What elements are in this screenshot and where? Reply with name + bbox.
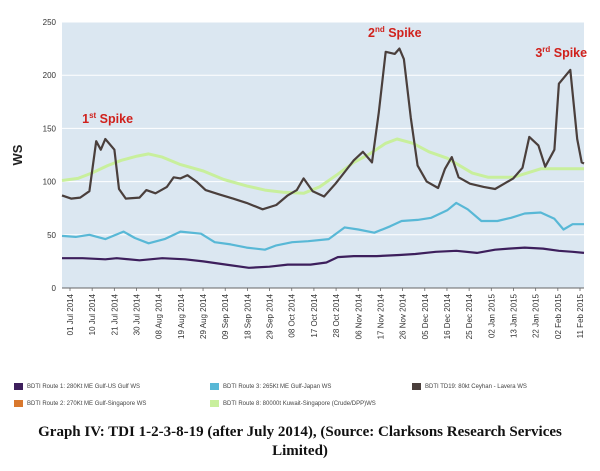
y-tick-label: 150 xyxy=(43,124,57,133)
x-tick-label: 08 Aug 2014 xyxy=(155,293,164,338)
x-tick-label: 11 Feb 2015 xyxy=(576,293,585,338)
x-tick-label: 22 Jan 2015 xyxy=(532,293,541,338)
legend-swatch-td19 xyxy=(412,383,421,390)
gridlines xyxy=(62,21,584,236)
legend-label-route-3: BDTI Route 3: 265Kt ME Gulf-Japan WS xyxy=(223,383,332,390)
x-tick-label: 08 Oct 2014 xyxy=(288,293,297,337)
x-tick-label: 30 Jul 2014 xyxy=(133,293,142,335)
x-tick-label: 25 Dec 2014 xyxy=(465,293,474,339)
legend-item-route-8: BDTI Route 8: 80000t Kuwait-Singapore (C… xyxy=(210,400,376,407)
y-tick-label: 0 xyxy=(52,284,57,293)
series-line-1 xyxy=(62,246,585,269)
x-tick-label: 17 Oct 2014 xyxy=(310,293,319,337)
series-line-4 xyxy=(61,137,584,195)
x-tick-label: 29 Aug 2014 xyxy=(199,293,208,338)
caption-line-2: Limited) xyxy=(272,443,328,459)
legend-swatch-route-3 xyxy=(210,383,219,390)
y-tick-label: 250 xyxy=(43,18,57,27)
series-line-3 xyxy=(61,201,584,251)
legend-label-route-8: BDTI Route 8: 80000t Kuwait-Singapore (C… xyxy=(223,400,376,407)
axes: 0 50 100 150 200 250 01 Jul 2014 10 Jul 2014 21 … xyxy=(43,18,585,339)
series-line-5 xyxy=(61,47,585,211)
legend-item-route-3: BDTI Route 3: 265Kt ME Gulf-Japan WS xyxy=(210,383,331,390)
x-tick-label: 13 Jan 2015 xyxy=(509,293,518,338)
line-chart: 0 50 100 150 200 250 01 Jul 2014 10 Jul 2014 21 … xyxy=(10,18,587,339)
y-tick-label: 50 xyxy=(47,231,56,240)
legend-label-td19: BDTI TD19: 80kt Ceyhan - Lavera WS xyxy=(425,383,527,390)
legend-swatch-route-2 xyxy=(14,400,23,407)
x-tick-label: 01 Jul 2014 xyxy=(66,293,75,335)
caption-line-1: Graph IV: TDI 1-2-3-8-19 (after July 201… xyxy=(38,424,562,440)
legend-label-route-1: BDTI Route 1: 280Kt ME Gulf-US Gulf WS xyxy=(27,383,141,390)
legend-swatch-route-8 xyxy=(210,400,219,407)
x-tick-label: 16 Dec 2014 xyxy=(443,293,452,339)
x-tick-label: 17 Nov 2014 xyxy=(376,293,385,339)
x-tick-label: 29 Sep 2014 xyxy=(266,293,275,339)
figure-caption: Graph IV: TDI 1-2-3-8-19 (after July 201… xyxy=(0,423,600,461)
legend-label-route-2: BDTI Route 2: 270Kt ME Gulf-Singapore WS xyxy=(27,400,147,407)
legend-item-route-2: BDTI Route 2: 270Kt ME Gulf-Singapore WS xyxy=(14,400,146,407)
x-tick-label: 28 Oct 2014 xyxy=(332,293,341,337)
y-axis-label: WS xyxy=(10,144,25,165)
x-tick-label: 18 Sep 2014 xyxy=(243,293,252,339)
spike-annotation-3: 3rd Spike xyxy=(535,45,587,60)
legend: BDTI Route 1: 280Kt ME Gulf-US Gulf WS B… xyxy=(14,378,594,412)
y-tick-label: 200 xyxy=(43,71,57,80)
spike-annotation-2: 2nd Spike xyxy=(368,25,422,40)
legend-item-route-1: BDTI Route 1: 280Kt ME Gulf-US Gulf WS xyxy=(14,383,140,390)
series-layer xyxy=(61,47,585,269)
annotations: 1st Spike 2nd Spike 3rd Spike xyxy=(82,25,587,126)
x-tick-label: 02 Feb 2015 xyxy=(554,293,563,338)
legend-swatch-route-1 xyxy=(14,383,23,390)
x-tick-label: 21 Jul 2014 xyxy=(110,293,119,335)
x-tick-label: 05 Dec 2014 xyxy=(421,293,430,339)
x-tick-label: 09 Sep 2014 xyxy=(221,293,230,339)
x-tick-label: 06 Nov 2014 xyxy=(354,293,363,339)
spike-annotation-1: 1st Spike xyxy=(82,111,133,126)
x-tick-label: 26 Nov 2014 xyxy=(399,293,408,339)
legend-item-td19: BDTI TD19: 80kt Ceyhan - Lavera WS xyxy=(412,383,527,390)
x-tick-label: 10 Jul 2014 xyxy=(88,293,97,335)
y-tick-label: 100 xyxy=(43,178,57,187)
x-tick-label: 02 Jan 2015 xyxy=(487,293,496,338)
x-tick-label: 19 Aug 2014 xyxy=(177,293,186,338)
